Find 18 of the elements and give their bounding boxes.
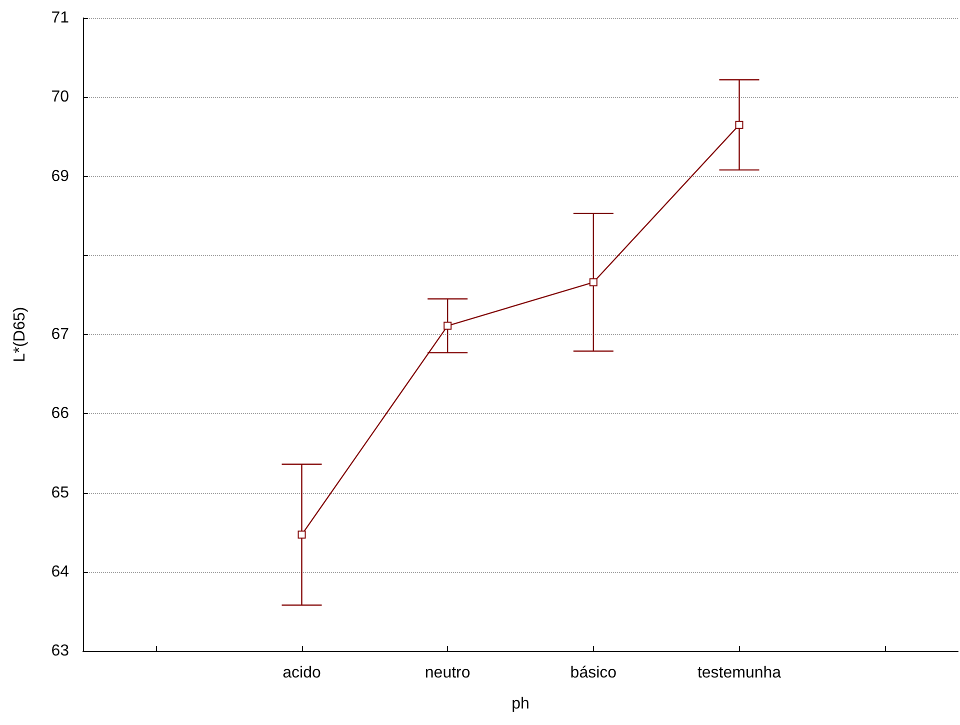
x-tick-label: neutro bbox=[424, 664, 470, 682]
point bbox=[298, 530, 306, 539]
point bbox=[589, 278, 598, 286]
y-tick-label: 65 bbox=[51, 484, 70, 502]
y-tick-label: 63 bbox=[51, 642, 70, 660]
x-axis-title: ph bbox=[512, 696, 530, 712]
y-tick-label: 64 bbox=[51, 563, 70, 580]
x-tick-label: básico bbox=[570, 664, 617, 682]
point bbox=[735, 120, 744, 129]
x-tick-label: testemunha bbox=[697, 664, 782, 682]
y-tick-label: 71 bbox=[51, 10, 70, 26]
y-tick-label: 70 bbox=[51, 88, 70, 106]
point bbox=[444, 322, 452, 330]
y-tick-label: 69 bbox=[51, 168, 70, 185]
x-tick-label: acido bbox=[282, 664, 321, 682]
y-tick-label: 67 bbox=[51, 326, 70, 343]
y-axis-title: L*(D65) bbox=[12, 306, 28, 362]
y-tick-label: 66 bbox=[51, 405, 70, 422]
